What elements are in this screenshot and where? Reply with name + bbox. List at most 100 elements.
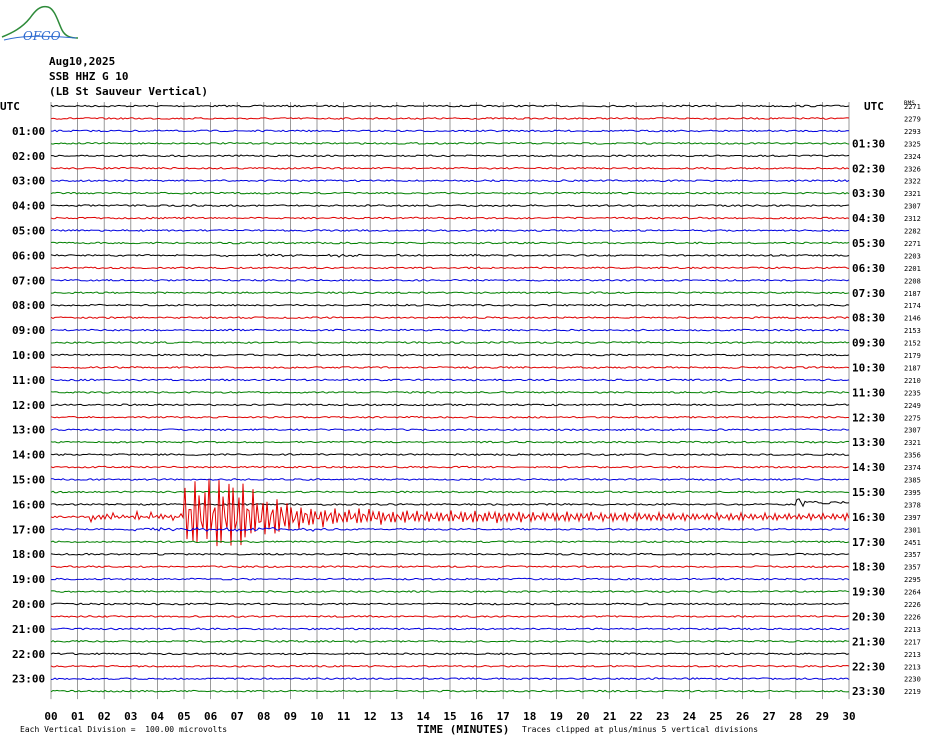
rms-value: 2374: [904, 464, 921, 472]
left-time-label: 09:00: [12, 324, 45, 337]
trace-37: [50, 565, 850, 569]
left-time-label: 15:00: [12, 474, 45, 487]
rms-value: 2451: [904, 539, 921, 547]
right-time-label: 08:30: [852, 312, 885, 325]
right-time-label: 16:30: [852, 511, 885, 524]
rms-value: 2282: [904, 228, 921, 236]
trace-44: [50, 652, 850, 656]
trace-2: [51, 129, 850, 133]
rms-value: 2357: [904, 564, 921, 572]
rms-value: 2395: [904, 489, 921, 497]
rms-value: 2324: [904, 153, 921, 161]
trace-6: [50, 179, 850, 183]
left-time-label: 11:00: [12, 374, 45, 387]
trace-39: [50, 590, 850, 593]
rms-value: 2271: [904, 240, 921, 248]
trace-12: [50, 253, 850, 258]
right-time-label: 23:30: [852, 685, 885, 698]
x-tick-label: 21: [603, 710, 617, 723]
seismic-traces: [50, 104, 850, 693]
minute-grid: [50, 102, 850, 700]
trace-21: [50, 366, 850, 369]
trace-23: [50, 391, 850, 394]
trace-38: [50, 577, 850, 581]
trace-27: [50, 440, 850, 444]
header-date: Aug10,2025: [49, 55, 116, 68]
left-time-label: 13:00: [12, 424, 45, 437]
x-tick-label: 10: [310, 710, 323, 723]
trace-41: [50, 615, 850, 618]
right-time-label: 06:30: [852, 262, 885, 275]
right-time-label: 04:30: [852, 212, 885, 225]
rms-value: 2219: [904, 688, 921, 696]
rms-value: 2312: [904, 215, 921, 223]
rms-value: 2146: [904, 315, 921, 323]
trace-18: [50, 328, 850, 332]
left-axis-title: UTC: [0, 100, 20, 113]
right-time-label: 01:30: [852, 137, 885, 150]
right-time-label: 22:30: [852, 660, 885, 673]
trace-40: [50, 602, 850, 606]
rms-value: 2293: [904, 128, 921, 136]
rms-value: 2357: [904, 551, 921, 559]
header-location: (LB St Sauveur Vertical): [49, 85, 208, 98]
header-station: SSB HHZ G 10: [49, 70, 129, 83]
trace-43: [50, 639, 850, 643]
right-time-label: 20:30: [852, 610, 885, 623]
trace-3: [50, 141, 850, 145]
x-tick-label: 16: [470, 710, 484, 723]
clip-note: Traces clipped at plus/minus 5 vertical …: [522, 725, 759, 734]
rms-value: 2325: [904, 140, 921, 148]
rms-value: 2153: [904, 327, 921, 335]
right-time-label: 14:30: [852, 461, 885, 474]
x-tick-label: 23: [656, 710, 669, 723]
rms-value: 2322: [904, 178, 921, 186]
trace-29: [50, 465, 850, 469]
trace-34: [50, 526, 850, 532]
x-tick-label: 02: [98, 710, 111, 723]
trace-17: [50, 316, 850, 320]
left-time-label: 20:00: [12, 598, 45, 611]
left-time-label: 01:00: [12, 125, 45, 138]
x-tick-label: 29: [816, 710, 829, 723]
logo-text: OFGO: [23, 29, 61, 43]
right-time-label: 18:30: [852, 561, 885, 574]
trace-19: [50, 341, 850, 344]
rms-value: 2213: [904, 651, 921, 659]
x-tick-label: 20: [576, 710, 589, 723]
x-tick-label: 11: [337, 710, 351, 723]
right-time-label: 17:30: [852, 536, 885, 549]
trace-15: [51, 291, 850, 295]
trace-8: [50, 204, 850, 208]
rms-value: 2356: [904, 452, 921, 460]
right-time-label: 05:30: [852, 237, 885, 250]
trace-45: [50, 664, 850, 668]
x-tick-label: 00: [44, 710, 57, 723]
x-tick-label: 13: [390, 710, 403, 723]
rms-value: 2321: [904, 439, 921, 447]
left-time-label: 12:00: [12, 399, 45, 412]
rms-value: 2301: [904, 526, 921, 534]
left-time-label: 10:00: [12, 349, 45, 362]
left-time-label: 04:00: [12, 200, 45, 213]
rms-value: 2307: [904, 427, 921, 435]
rms-value: 2295: [904, 576, 921, 584]
trace-25: [50, 415, 849, 419]
rms-value: 2226: [904, 613, 921, 621]
x-tick-label: 04: [151, 710, 165, 723]
rms-value: 2210: [904, 377, 921, 385]
trace-16: [50, 303, 850, 307]
logo-mountain-icon: [1, 5, 79, 39]
rms-value: 2187: [904, 364, 921, 372]
x-axis-title: TIME (MINUTES): [417, 723, 510, 736]
rms-value: 2213: [904, 626, 921, 634]
trace-0: [50, 104, 850, 108]
trace-30: [51, 478, 850, 481]
trace-9: [50, 216, 850, 220]
right-axis-title: UTC: [864, 100, 884, 113]
trace-5: [50, 166, 850, 170]
trace-22: [51, 378, 850, 382]
trace-31: [50, 490, 850, 494]
left-time-label: 16:00: [12, 498, 45, 511]
x-tick-label: 01: [71, 710, 85, 723]
